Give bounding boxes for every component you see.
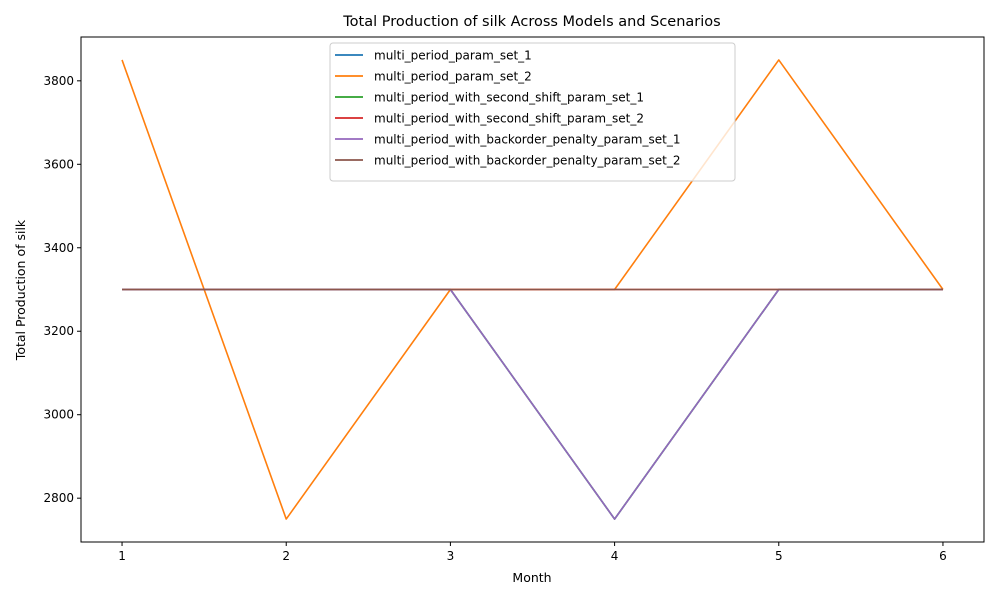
y-tick-label: 3000 bbox=[43, 408, 74, 422]
y-tick-label: 3400 bbox=[43, 241, 74, 255]
y-axis-label: Total Production of silk bbox=[13, 219, 28, 361]
y-tick-label: 3600 bbox=[43, 157, 74, 171]
plot-frame bbox=[80, 36, 985, 543]
y-tick-label: 3200 bbox=[43, 324, 74, 338]
legend: multi_period_param_set_1 multi_period_par… bbox=[329, 42, 736, 182]
x-tick-label: 1 bbox=[118, 549, 126, 563]
legend-label-1: multi_period_param_set_1 bbox=[374, 49, 532, 63]
x-tick-label: 5 bbox=[775, 549, 783, 563]
legend-label-6: multi_period_with_backorder_penalty_para… bbox=[374, 154, 680, 168]
chart-title: Total Production of silk Across Models a… bbox=[342, 14, 720, 30]
legend-label-2: multi_period_param_set_2 bbox=[374, 70, 532, 84]
series-lines bbox=[121, 59, 944, 520]
y-tick-label: 2800 bbox=[43, 491, 74, 505]
legend-box bbox=[329, 42, 736, 182]
x-axis-label: Month bbox=[512, 570, 551, 585]
x-tick-label: 3 bbox=[447, 549, 455, 563]
x-tick-label: 6 bbox=[939, 549, 947, 563]
x-axis-ticks: 1 2 3 4 5 6 bbox=[118, 542, 947, 563]
x-tick-label: 4 bbox=[611, 549, 619, 563]
y-axis-ticks: 2800 3000 3200 3400 3600 3800 bbox=[43, 74, 81, 505]
legend-label-5: multi_period_with_backorder_penalty_para… bbox=[374, 133, 680, 147]
x-tick-label: 2 bbox=[282, 549, 290, 563]
y-tick-label: 3800 bbox=[43, 74, 74, 88]
legend-label-4: multi_period_with_second_shift_param_set… bbox=[374, 112, 644, 126]
legend-label-3: multi_period_with_second_shift_param_set… bbox=[374, 91, 644, 105]
